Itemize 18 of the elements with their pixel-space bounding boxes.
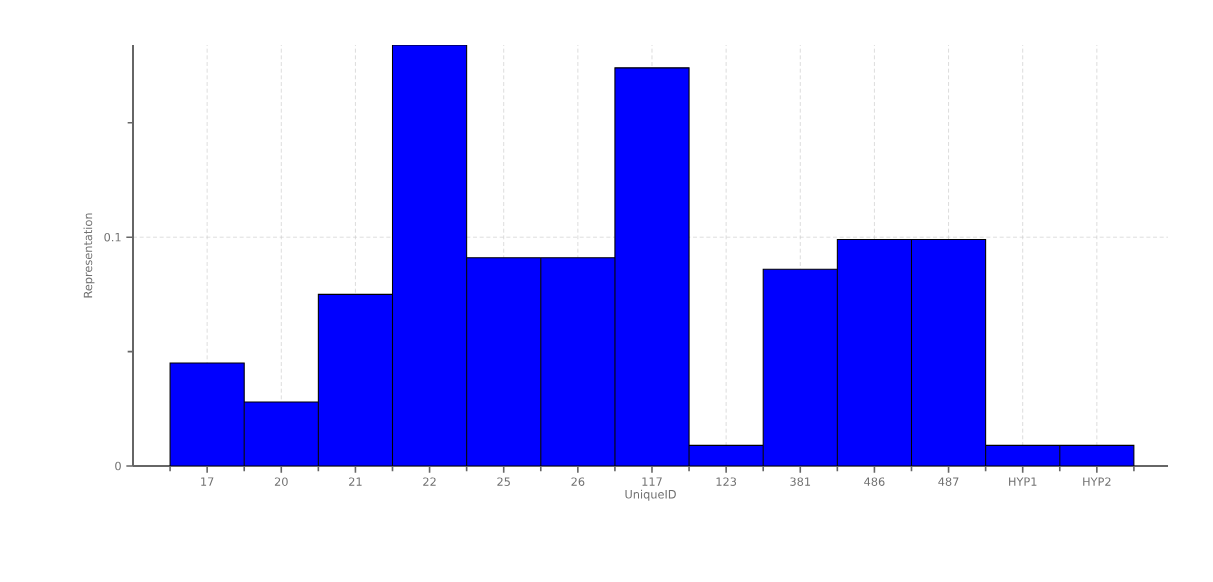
- x-tick-label: 21: [349, 477, 362, 486]
- x-tick-label: 17: [201, 477, 214, 486]
- x-tick-label: 117: [642, 477, 662, 486]
- x-tick-label: 20: [274, 477, 288, 486]
- x-tick-label: 487: [938, 477, 959, 486]
- x-tick-label: 123: [716, 477, 737, 486]
- x-tick-label: HYP1: [1009, 477, 1037, 486]
- x-tick-label: 26: [571, 477, 585, 486]
- x-tick-label: 486: [864, 477, 885, 486]
- x-tick-label: 22: [423, 477, 436, 486]
- x-tick-label: HYP2: [1083, 477, 1111, 486]
- x-tick-label: 25: [497, 477, 510, 486]
- bar: [614, 67, 690, 466]
- x-axis-title: UniqueID: [625, 489, 676, 501]
- y-tick-label: 0.1: [104, 232, 121, 242]
- x-tick-label: 381: [790, 477, 811, 486]
- y-axis-title: Representation: [83, 213, 95, 298]
- y-tick-label: 0: [115, 461, 121, 471]
